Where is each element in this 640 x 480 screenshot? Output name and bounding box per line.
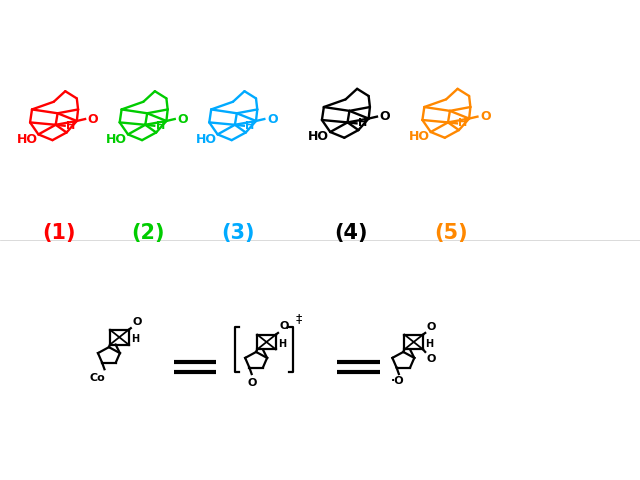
Text: ·O: ·O — [391, 376, 404, 386]
Text: ‡: ‡ — [295, 312, 301, 325]
Text: H: H — [458, 119, 467, 128]
Text: (5): (5) — [435, 223, 468, 243]
Text: (3): (3) — [221, 223, 255, 243]
Text: O: O — [480, 110, 491, 123]
Text: H: H — [66, 121, 75, 131]
Text: H: H — [131, 334, 139, 344]
Text: HO: HO — [196, 132, 216, 146]
Text: (4): (4) — [334, 223, 367, 243]
Text: O: O — [280, 321, 289, 331]
Text: (2): (2) — [132, 223, 165, 243]
Text: O: O — [132, 317, 142, 327]
Text: ·: · — [284, 323, 289, 336]
Text: HO: HO — [409, 130, 429, 144]
Text: O: O — [248, 378, 257, 388]
Text: HO: HO — [308, 130, 329, 144]
Text: H: H — [358, 119, 367, 128]
Text: O: O — [177, 112, 188, 126]
Text: H: H — [245, 121, 254, 131]
Text: H: H — [425, 339, 433, 349]
Text: (1): (1) — [42, 223, 76, 243]
Text: O: O — [88, 112, 99, 126]
Text: HO: HO — [106, 132, 127, 146]
Text: HO: HO — [17, 132, 37, 146]
Text: Co: Co — [90, 373, 106, 383]
Text: O: O — [267, 112, 278, 126]
Text: O: O — [380, 110, 390, 123]
Text: H: H — [156, 121, 164, 131]
Text: H: H — [278, 339, 286, 349]
Text: O: O — [427, 322, 436, 332]
Text: O: O — [427, 354, 436, 364]
